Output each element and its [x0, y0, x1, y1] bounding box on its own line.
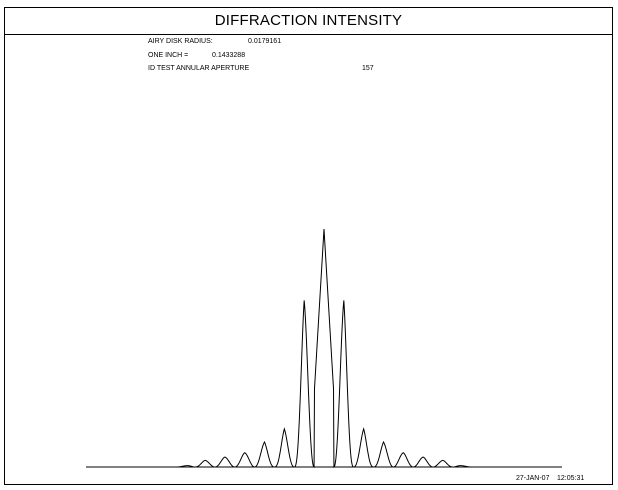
- airy-disk-radius-value: 0.0179161: [248, 38, 282, 45]
- id-value: 157: [362, 65, 374, 72]
- chart-title: DIFFRACTION INTENSITY: [214, 12, 403, 29]
- airy-disk-radius-label: AIRY DISK RADIUS:: [148, 38, 213, 45]
- date-stamp: 27-JAN-07: [516, 475, 550, 482]
- id-label: ID TEST ANNULAR APERTURE: [148, 65, 250, 72]
- one-inch-value: 0.1433288: [212, 52, 246, 59]
- title-bar: DIFFRACTION INTENSITY: [5, 8, 612, 35]
- time-stamp: 12:05:31: [557, 475, 585, 482]
- one-inch-label: ONE INCH =: [148, 52, 189, 59]
- intensity-curve: [86, 228, 562, 469]
- plot-border: DIFFRACTION INTENSITY: [4, 7, 613, 485]
